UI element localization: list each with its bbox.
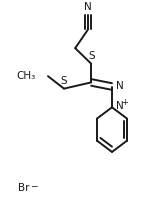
Text: CH₃: CH₃ — [16, 71, 35, 81]
Text: S: S — [89, 51, 95, 61]
Text: N: N — [116, 101, 124, 111]
Text: −: − — [30, 181, 38, 190]
Text: N: N — [116, 80, 124, 90]
Text: N: N — [84, 3, 92, 13]
Text: S: S — [60, 75, 67, 85]
Text: Br: Br — [18, 183, 30, 193]
Text: +: + — [121, 98, 128, 107]
